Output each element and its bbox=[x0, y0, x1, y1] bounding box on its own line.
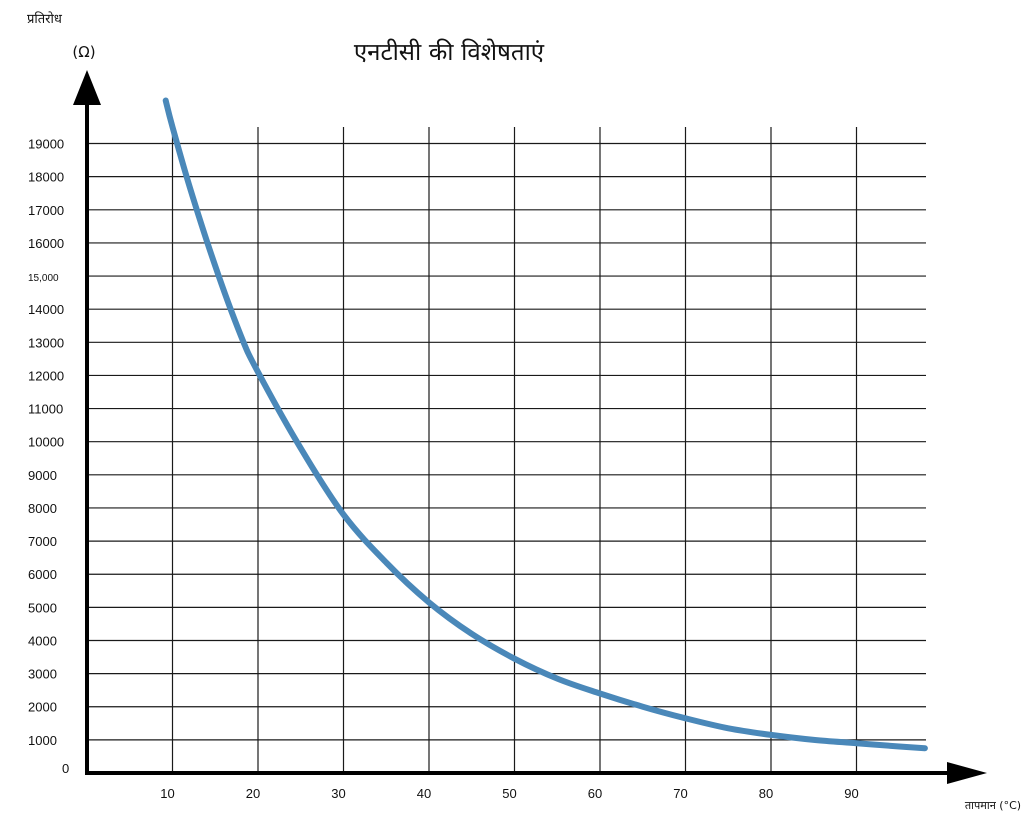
axes bbox=[73, 70, 987, 784]
y-tick-label: 3000 bbox=[28, 667, 57, 682]
y-tick-label: 12000 bbox=[28, 368, 64, 383]
chart-title: एनटीसी की विशेषताएं bbox=[354, 38, 545, 66]
x-tick-label: 30 bbox=[331, 786, 345, 801]
y-tick-label: 4000 bbox=[28, 633, 57, 648]
x-tick-label: 60 bbox=[588, 786, 602, 801]
x-tick-label: 70 bbox=[673, 786, 687, 801]
y-tick-label: 5000 bbox=[28, 600, 57, 615]
y-tick-label: 0 bbox=[62, 761, 69, 776]
y-tick-label: 6000 bbox=[28, 567, 57, 582]
y-tick-label: 15,000 bbox=[28, 273, 59, 284]
y-tick-label: 16000 bbox=[28, 236, 64, 251]
x-tick-label: 80 bbox=[759, 786, 773, 801]
grid bbox=[87, 127, 926, 773]
y-axis-label: प्रतिरोध bbox=[27, 11, 63, 27]
tick-labels: 0 1000 2000 3000 4000 5000 6000 7000 8000 9000 100… bbox=[28, 137, 859, 801]
y-tick-label: 1000 bbox=[28, 733, 57, 748]
x-tick-label: 10 bbox=[160, 786, 174, 801]
y-tick-label: 8000 bbox=[28, 501, 57, 516]
y-tick-label: 19000 bbox=[28, 137, 64, 152]
x-tick-label: 90 bbox=[844, 786, 858, 801]
ntc-resistance-curve bbox=[162, 97, 928, 752]
y-tick-label: 13000 bbox=[28, 335, 64, 350]
y-tick-label: 14000 bbox=[28, 302, 64, 317]
y-tick-label: 11000 bbox=[28, 402, 63, 417]
x-axis-label: तापमान (°C) bbox=[965, 799, 1021, 812]
y-tick-label: 17000 bbox=[28, 203, 64, 218]
y-axis-arrow bbox=[73, 70, 101, 105]
x-tick-label: 50 bbox=[502, 786, 516, 801]
y-axis-unit: (Ω) bbox=[72, 43, 95, 61]
y-tick-label: 2000 bbox=[28, 700, 57, 715]
y-tick-label: 10000 bbox=[28, 435, 64, 450]
y-tick-label: 18000 bbox=[28, 170, 64, 185]
y-tick-label: 7000 bbox=[28, 534, 57, 549]
x-tick-label: 40 bbox=[417, 786, 431, 801]
series bbox=[162, 97, 928, 752]
y-tick-label: 9000 bbox=[28, 468, 57, 483]
x-axis-arrow bbox=[947, 762, 987, 784]
x-tick-label: 20 bbox=[246, 786, 260, 801]
